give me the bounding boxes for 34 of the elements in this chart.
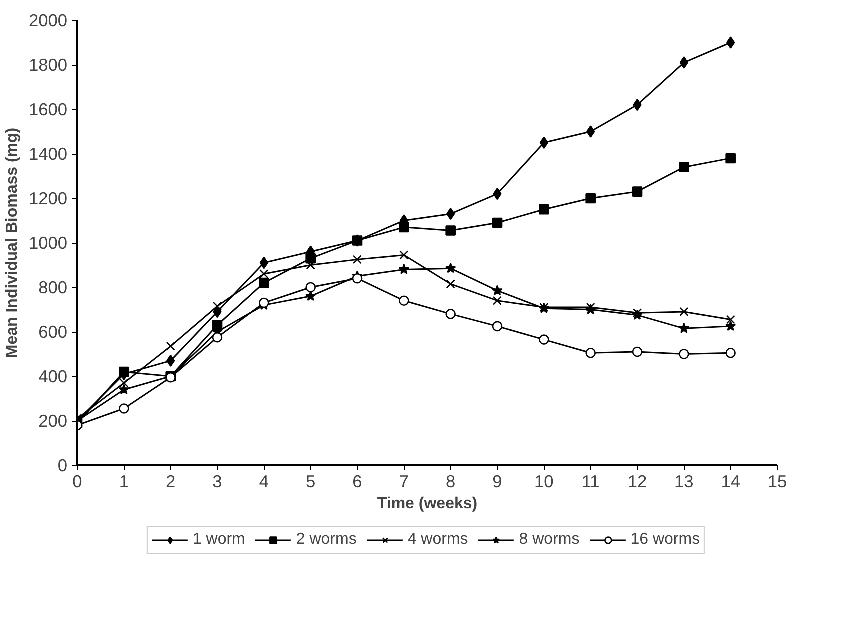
- legend-label: 16 worms: [630, 531, 700, 549]
- x-tick-label: 6: [352, 472, 362, 492]
- x-tick-label: 10: [534, 472, 554, 492]
- x-tick-label: 2: [166, 472, 176, 492]
- x-tick-label: 9: [492, 472, 502, 492]
- x-tick-label: 13: [674, 472, 694, 492]
- x-tick-label: 0: [72, 472, 82, 492]
- y-tick-label: 1200: [28, 188, 68, 208]
- x-axis-title: Time (weeks): [377, 496, 478, 512]
- y-tick-label: 800: [38, 278, 68, 298]
- y-tick-label: 0: [58, 456, 68, 476]
- x-tick-label: 5: [306, 472, 316, 492]
- y-tick-label: 1600: [28, 100, 68, 120]
- x-tick-label: 3: [212, 472, 222, 492]
- legend-label: 8 worms: [519, 531, 580, 549]
- x-tick-label: 12: [628, 472, 648, 492]
- y-tick-label: 1000: [28, 233, 68, 253]
- x-tick-label: 8: [446, 472, 456, 492]
- y-tick-label: 1800: [28, 55, 68, 75]
- y-tick-label: 400: [38, 366, 68, 386]
- x-tick-label: 4: [259, 472, 270, 492]
- y-tick-label: 600: [38, 322, 68, 342]
- x-tick-label: 7: [399, 472, 409, 492]
- x-tick-label: 1: [119, 472, 129, 492]
- x-tick-label: 15: [768, 472, 788, 492]
- y-tick-label: 200: [38, 411, 68, 431]
- y-tick-label: 1400: [28, 144, 68, 164]
- x-tick-label: 14: [721, 472, 741, 492]
- y-axis-title: Mean Individual Biomass (mg): [4, 128, 21, 358]
- legend-label: 2 worms: [296, 531, 357, 549]
- legend-label: 1 worm: [192, 531, 246, 549]
- y-tick-label: 2000: [28, 10, 68, 30]
- legend-label: 4 worms: [408, 531, 468, 549]
- x-tick-label: 11: [582, 472, 600, 492]
